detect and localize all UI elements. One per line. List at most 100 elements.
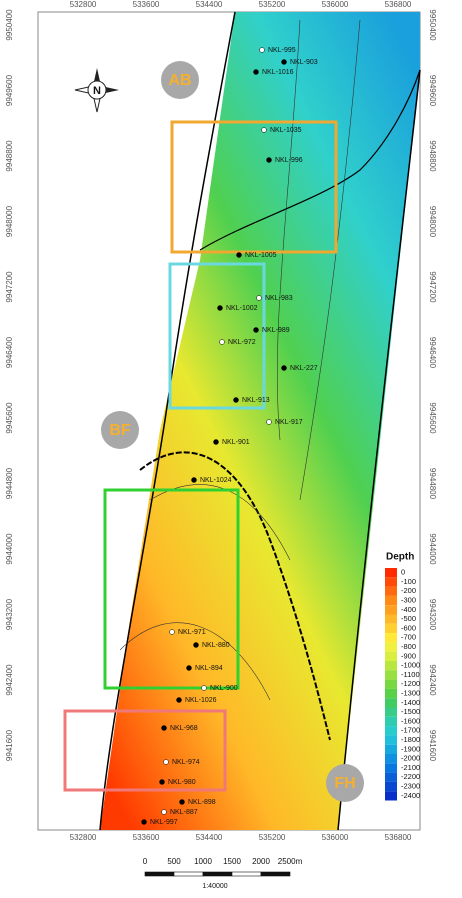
legend-swatch <box>385 642 397 651</box>
well-dot <box>262 128 267 133</box>
legend-swatch <box>385 754 397 763</box>
x-label-top: 535200 <box>259 0 286 9</box>
well-dot <box>257 296 262 301</box>
well-dot <box>162 810 167 815</box>
well-label: NKL-996 <box>275 157 303 164</box>
well-label: NKL-995 <box>268 47 296 54</box>
scale-label: 500 <box>167 857 181 866</box>
y-label-left: 9944000 <box>5 533 14 565</box>
y-label-right: 9944800 <box>428 468 437 500</box>
well-label: NKL-1026 <box>185 697 217 704</box>
well-dot <box>234 398 239 403</box>
legend-label: -500 <box>401 614 416 623</box>
well-label: NKL-1005 <box>245 252 277 259</box>
well-label: NKL-903 <box>290 59 318 66</box>
x-label-bottom: 535200 <box>259 833 286 842</box>
legend-label: -2000 <box>401 754 420 763</box>
legend-label: -1400 <box>401 698 420 707</box>
x-label-top: 536800 <box>385 0 412 9</box>
y-label-right: 9950400 <box>428 9 437 41</box>
scale-label: 1000 <box>194 857 212 866</box>
scale-label: 2500m <box>278 857 303 866</box>
legend-swatch <box>385 605 397 614</box>
y-label-left: 9948800 <box>5 140 14 172</box>
well-label: NKL-880 <box>202 642 230 649</box>
legend-swatch <box>385 615 397 624</box>
legend-label: -300 <box>401 596 416 605</box>
legend-swatch <box>385 661 397 670</box>
y-label-right: 9943200 <box>428 599 437 631</box>
legend-label: -1300 <box>401 689 420 698</box>
legend-swatch <box>385 652 397 661</box>
well-label: NKL-894 <box>195 665 223 672</box>
legend-label: -1600 <box>401 716 420 725</box>
legend-label: -2400 <box>401 791 420 800</box>
x-label-top: 534400 <box>196 0 223 9</box>
scale-label: 1500 <box>223 857 241 866</box>
legend-swatch <box>385 587 397 596</box>
legend-label: -1100 <box>401 670 420 679</box>
y-label-left: 9948000 <box>5 205 14 237</box>
legend-label: -1700 <box>401 726 420 735</box>
x-label-top: 532800 <box>70 0 97 9</box>
region-label: BF <box>109 422 131 439</box>
legend-swatch <box>385 745 397 754</box>
y-label-right: 9948000 <box>428 206 437 238</box>
y-label-left: 9943200 <box>5 598 14 630</box>
legend-swatch <box>385 708 397 717</box>
legend-label: -1900 <box>401 744 420 753</box>
legend-swatch <box>385 735 397 744</box>
legend-swatch <box>385 763 397 772</box>
legend-label: -600 <box>401 623 416 632</box>
scale-segment <box>261 872 290 876</box>
legend-label: -200 <box>401 586 416 595</box>
x-label-bottom: 532800 <box>70 833 97 842</box>
well-label: NKL-1024 <box>200 477 232 484</box>
well-dot <box>164 760 169 765</box>
region-label: FH <box>334 775 355 792</box>
map-figure: N 53280053280053360053360053440053440053… <box>0 0 462 893</box>
well-dot <box>260 48 265 53</box>
well-dot <box>267 158 272 163</box>
well-dot <box>220 340 225 345</box>
legend-label: -1000 <box>401 661 420 670</box>
y-label-right: 9945600 <box>428 402 437 434</box>
legend-swatch <box>385 633 397 642</box>
legend-label: -1500 <box>401 707 420 716</box>
y-label-left: 9941600 <box>5 729 14 761</box>
y-label-right: 9941600 <box>428 730 437 762</box>
legend-swatch <box>385 577 397 586</box>
legend-swatch <box>385 568 397 577</box>
scale-segment <box>203 872 232 876</box>
well-label: NKL-989 <box>262 327 290 334</box>
well-dot <box>180 800 185 805</box>
well-dot <box>254 328 259 333</box>
well-label: NKL-900 <box>210 685 238 692</box>
well-dot <box>282 60 287 65</box>
well-label: NKL-968 <box>170 725 198 732</box>
legend-swatch <box>385 717 397 726</box>
well-label: NKL-901 <box>222 439 250 446</box>
scale-segment <box>174 872 203 876</box>
y-label-left: 9949600 <box>5 74 14 106</box>
legend-label: -2300 <box>401 782 420 791</box>
well-dot <box>170 630 175 635</box>
y-label-right: 9949600 <box>428 75 437 107</box>
well-dot <box>142 820 147 825</box>
well-label: NKL-1016 <box>262 69 294 76</box>
x-label-bottom: 533600 <box>133 833 160 842</box>
well-label: NKL-887 <box>170 809 198 816</box>
legend-label: -800 <box>401 642 416 651</box>
legend-swatch <box>385 624 397 633</box>
well-dot <box>282 366 287 371</box>
legend-label: -1200 <box>401 679 420 688</box>
well-label: NKL-971 <box>178 629 206 636</box>
legend-swatch <box>385 726 397 735</box>
y-label-left: 9946400 <box>5 336 14 368</box>
y-label-right: 9948800 <box>428 140 437 172</box>
well-label: NKL-972 <box>228 339 256 346</box>
y-label-right: 9947200 <box>428 271 437 303</box>
well-dot <box>254 70 259 75</box>
scale-segment <box>232 872 261 876</box>
legend-label: -700 <box>401 633 416 642</box>
